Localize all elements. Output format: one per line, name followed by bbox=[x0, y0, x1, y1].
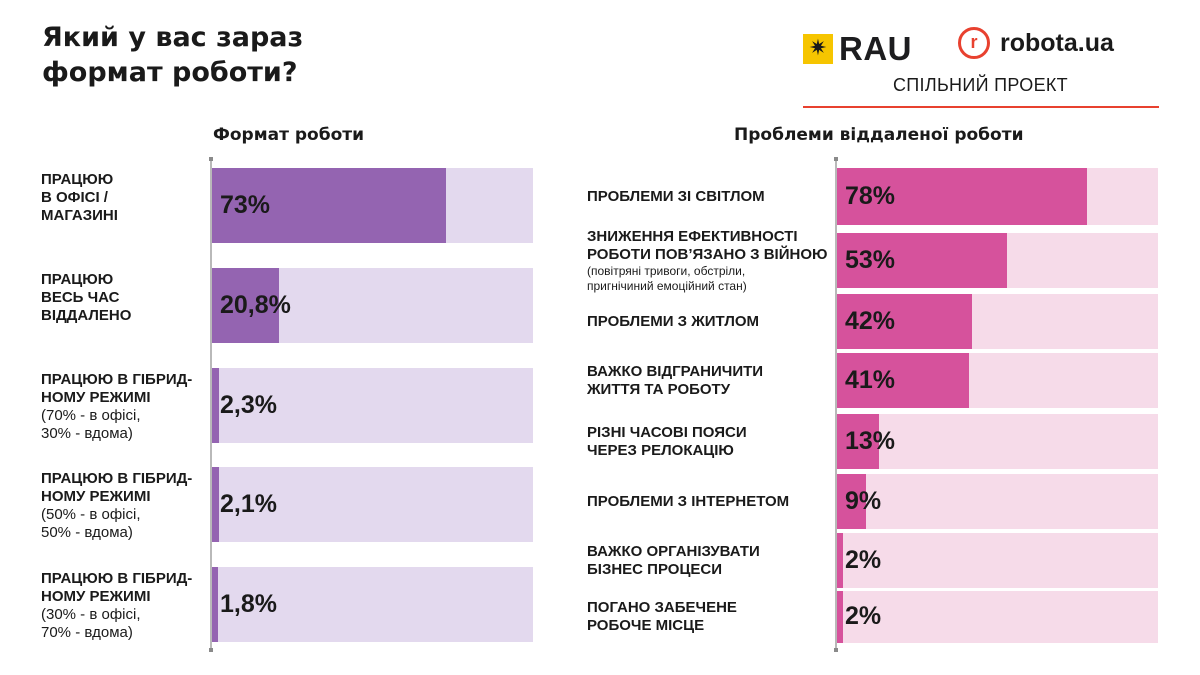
left-category-subline: 50% - вдома) bbox=[41, 524, 133, 541]
left-category-line: МАГАЗИНІ bbox=[41, 207, 118, 224]
left-category-label: ПРАЦЮЮ В ГІБРИД- НОМУ РЕЖИМІ (30% - в офіс… bbox=[41, 570, 206, 642]
right-bar-value: 42% bbox=[845, 306, 896, 335]
left-bar bbox=[212, 567, 218, 642]
robota-logo: r robota.ua bbox=[958, 27, 1114, 59]
left-bar bbox=[212, 368, 219, 443]
left-bar-value: 2,3% bbox=[220, 390, 277, 419]
page-title: Який у вас зараз формат роботи? bbox=[42, 20, 303, 90]
left-category-line: В ОФІСІ / bbox=[41, 189, 108, 206]
left-category-line: ПРАЦЮЮ bbox=[41, 171, 114, 188]
left-category-label: ПРАЦЮЮ В ГІБРИД- НОМУ РЕЖИМІ (50% - в офіс… bbox=[41, 470, 206, 542]
right-bar-value: 53% bbox=[845, 245, 896, 274]
left-chart-axis bbox=[210, 160, 212, 650]
left-category-subline: (30% - в офісі, bbox=[41, 606, 141, 623]
title-line-1: Який у вас зараз bbox=[42, 22, 304, 53]
left-category-line: НОМУ РЕЖИМІ bbox=[41, 488, 151, 505]
left-bar-track bbox=[212, 567, 533, 642]
right-bar-value: 2% bbox=[845, 602, 882, 630]
right-bar-value: 41% bbox=[845, 365, 896, 394]
right-category-label: РІЗНІ ЧАСОВІ ПОЯСИ ЧЕРЕЗ РЕЛОКАЦІЮ bbox=[587, 424, 837, 460]
right-category-line: ПРОБЛЕМИ З ІНТЕРНЕТОМ bbox=[587, 492, 790, 510]
right-category-line: РІЗНІ ЧАСОВІ ПОЯСИ bbox=[587, 423, 747, 441]
right-bar bbox=[837, 168, 1087, 225]
right-category-label: ПРОБЛЕМИ З ЖИТЛОМ bbox=[587, 313, 837, 331]
right-chart-axis bbox=[835, 160, 837, 650]
right-bar bbox=[837, 414, 879, 469]
right-category-line: БІЗНЕС ПРОЦЕСИ bbox=[587, 560, 723, 578]
left-category-line: НОМУ РЕЖИМІ bbox=[41, 588, 151, 605]
right-bar bbox=[837, 353, 969, 408]
right-category-subline: (повітряні тривоги, обстріли, bbox=[587, 264, 746, 278]
right-axis-tick-top bbox=[834, 157, 838, 161]
right-bar bbox=[837, 591, 843, 643]
rau-star-icon: ✷ bbox=[803, 34, 833, 64]
robota-circle-icon: r bbox=[958, 27, 990, 59]
right-category-line: ПОГАНО ЗАБЕЧЕНЕ bbox=[587, 599, 737, 616]
left-chart-title: Формат роботи bbox=[213, 125, 365, 145]
right-category-label: ПРОБЛЕМИ З ІНТЕРНЕТОМ bbox=[587, 493, 837, 511]
left-category-line: ПРАЦЮЮ В ГІБРИД- bbox=[41, 570, 193, 587]
left-bar bbox=[212, 168, 446, 243]
right-category-line: ВАЖКО ВІДГРАНИЧИТИ bbox=[587, 362, 764, 380]
right-bar-value: 13% bbox=[845, 426, 896, 455]
right-category-label: ПРОБЛЕМИ ЗІ СВІТЛОМ bbox=[587, 188, 837, 206]
right-category-line: ПРОБЛЕМИ З ЖИТЛОМ bbox=[587, 312, 760, 330]
left-bar-value: 1,8% bbox=[220, 589, 277, 618]
right-category-line: ВАЖКО ОРГАНІЗУВАТИ bbox=[587, 542, 760, 560]
right-category-line: ЖИТТЯ ТА РОБОТУ bbox=[587, 380, 731, 398]
right-category-line: РОБОТИ ПОВ’ЯЗАНО З ВІЙНОЮ bbox=[587, 246, 828, 263]
left-category-label: ПРАЦЮЮ ВЕСЬ ЧАС ВІДДАЛЕНО bbox=[41, 271, 206, 325]
left-category-line: ПРАЦЮЮ В ГІБРИД- bbox=[41, 470, 193, 487]
right-bar-track bbox=[837, 533, 1158, 588]
left-bar-track bbox=[212, 467, 533, 542]
right-category-line: ПРОБЛЕМИ ЗІ СВІТЛОМ bbox=[587, 187, 765, 205]
right-bar bbox=[837, 533, 843, 588]
left-category-line: ПРАЦЮЮ bbox=[41, 271, 114, 288]
right-category-label: ПОГАНО ЗАБЕЧЕНЕ РОБОЧЕ МІСЦЕ bbox=[587, 599, 837, 635]
left-bar-track bbox=[212, 368, 533, 443]
left-bar bbox=[212, 268, 279, 343]
left-bar-value: 2,1% bbox=[220, 489, 277, 518]
left-category-line: ПРАЦЮЮ В ГІБРИД- bbox=[41, 371, 193, 388]
left-category-line: НОМУ РЕЖИМІ bbox=[41, 389, 151, 406]
right-bar-track bbox=[837, 414, 1158, 469]
left-category-subline: (70% - в офісі, bbox=[41, 407, 141, 424]
left-category-line: ВІДДАЛЕНО bbox=[41, 307, 132, 324]
right-bar-value: 2% bbox=[845, 545, 882, 574]
left-category-label: ПРАЦЮЮ В ОФІСІ / МАГАЗИНІ bbox=[41, 171, 206, 225]
joint-project-label: СПІЛЬНИЙ ПРОЕКТ bbox=[893, 75, 1068, 95]
right-bar-value: 9% bbox=[845, 486, 882, 515]
left-category-subline: 30% - вдома) bbox=[41, 425, 133, 442]
left-bar bbox=[212, 467, 219, 542]
left-category-line: ВЕСЬ ЧАС bbox=[41, 289, 120, 306]
title-line-2: формат роботи? bbox=[42, 57, 298, 88]
right-bar bbox=[837, 294, 972, 349]
rau-logo: ✷ RAU bbox=[803, 30, 912, 68]
right-bar bbox=[837, 233, 1007, 288]
right-bar-track bbox=[837, 591, 1158, 643]
left-category-subline: (50% - в офісі, bbox=[41, 506, 141, 523]
left-bar-value: 73% bbox=[220, 190, 271, 219]
right-category-subline: пригнічиний емоційний стан) bbox=[587, 279, 747, 293]
right-category-label: ВАЖКО ОРГАНІЗУВАТИ БІЗНЕС ПРОЦЕСИ bbox=[587, 543, 837, 579]
right-category-label: ВАЖКО ВІДГРАНИЧИТИ ЖИТТЯ ТА РОБОТУ bbox=[587, 363, 837, 399]
rau-wordmark: RAU bbox=[839, 30, 912, 67]
right-category-line: ЗНИЖЕННЯ ЕФЕКТИВНОСТІ bbox=[587, 228, 798, 245]
left-axis-tick-bottom bbox=[209, 648, 213, 652]
right-category-label: ЗНИЖЕННЯ ЕФЕКТИВНОСТІ РОБОТИ ПОВ’ЯЗАНО З … bbox=[587, 228, 837, 294]
left-axis-tick-top bbox=[209, 157, 213, 161]
right-category-line: ЧЕРЕЗ РЕЛОКАЦІЮ bbox=[587, 441, 734, 459]
robota-wordmark: robota.ua bbox=[1000, 28, 1114, 57]
right-chart-title: Проблеми віддаленої роботи bbox=[734, 125, 1024, 145]
header-divider bbox=[803, 106, 1159, 108]
right-bar-track bbox=[837, 474, 1158, 529]
left-bar-value: 20,8% bbox=[220, 290, 291, 319]
right-category-line: РОБОЧЕ МІСЦЕ bbox=[587, 617, 705, 634]
right-axis-tick-bottom bbox=[834, 648, 838, 652]
right-bar-value: 78% bbox=[845, 181, 896, 210]
right-bar bbox=[837, 474, 866, 529]
left-category-label: ПРАЦЮЮ В ГІБРИД- НОМУ РЕЖИМІ (70% - в офіс… bbox=[41, 371, 206, 443]
left-category-subline: 70% - вдома) bbox=[41, 624, 133, 641]
